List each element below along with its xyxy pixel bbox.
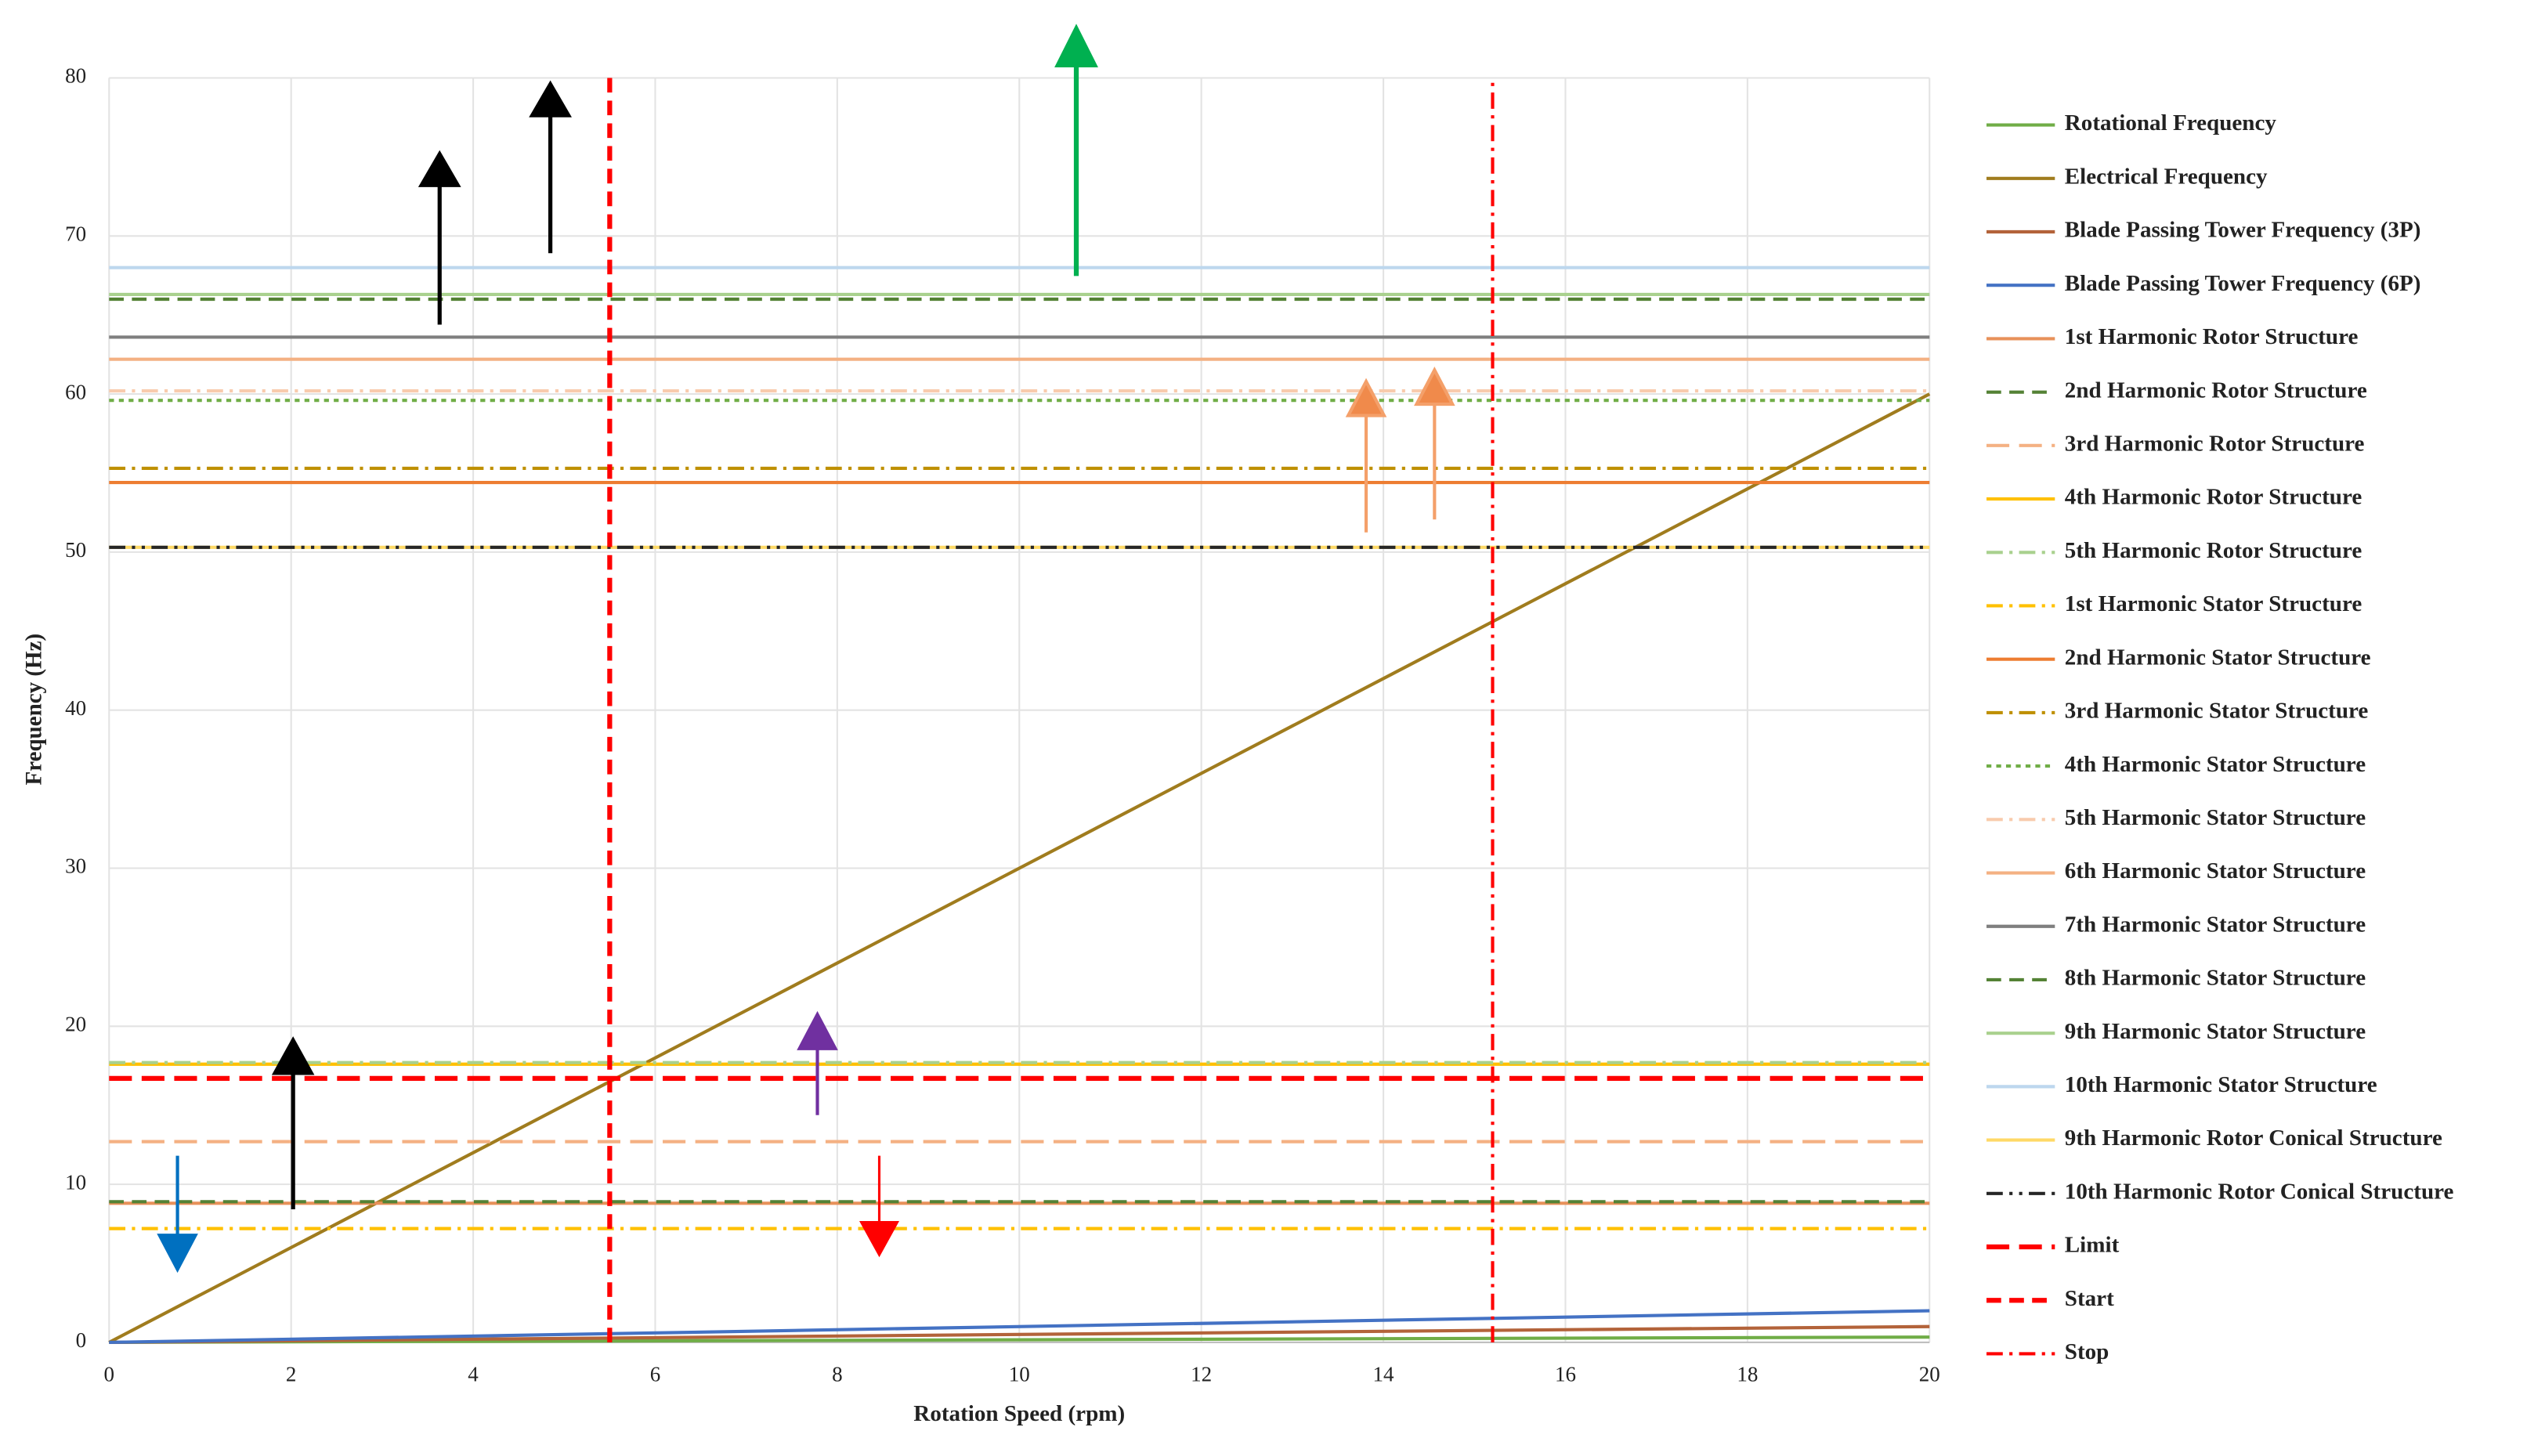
x-tick-label: 12 [1191,1363,1212,1386]
y-tick-label: 20 [65,1013,86,1036]
legend-label: 8th Harmonic Stator Structure [2065,966,2366,991]
y-tick-label: 10 [65,1170,86,1194]
legend-label: 1st Harmonic Rotor Structure [2065,324,2359,349]
legend-label: 4th Harmonic Stator Structure [2065,752,2366,777]
arrow-head [418,150,461,187]
arrow-head [797,1010,838,1050]
y-axis-title: Frequency (Hz) [21,634,46,786]
x-tick-label: 10 [1009,1363,1030,1386]
plot-lines [108,78,1931,1344]
legend-label: 2nd Harmonic Stator Structure [2065,645,2371,670]
y-tick-label: 40 [65,696,86,720]
legend-label: Limit [2065,1233,2120,1258]
x-tick-label: 18 [1737,1363,1758,1386]
y-tick-label: 70 [65,222,86,245]
arrow-head [1414,367,1455,406]
arrows [157,23,1455,1274]
series-line [108,392,1931,1344]
legend-label: Blade Passing Tower Frequency (3P) [2065,218,2421,243]
legend-label: 3rd Harmonic Rotor Structure [2065,432,2365,457]
y-tick-label: 50 [65,538,86,562]
y-tick-label: 80 [65,64,86,88]
x-tick-label: 16 [1555,1363,1576,1386]
x-tick-label: 8 [832,1363,843,1386]
arrow-head [1054,23,1098,68]
arrow-head [271,1036,315,1075]
x-tick-label: 0 [104,1363,115,1386]
legend-label: Rotational Frequency [2065,110,2277,135]
grid: 0 10 20 30 40 50 60 70 80 0 2 4 6 8 10 12 14 16 18 20 [65,64,1940,1386]
arrow [1054,23,1098,276]
arrow [859,1155,899,1258]
legend-label: 6th Harmonic Stator Structure [2065,858,2366,883]
legend-label: 9th Harmonic Stator Structure [2065,1019,2366,1044]
legend-label: 2nd Harmonic Rotor Structure [2065,378,2367,403]
x-tick-label: 4 [468,1363,479,1386]
legend-label: Stop [2065,1339,2109,1364]
series-line [109,1335,1930,1344]
legend-label: 10th Harmonic Stator Structure [2065,1072,2377,1097]
x-axis-title: Rotation Speed (rpm) [913,1401,1125,1426]
arrow [271,80,572,1209]
legend-label: 9th Harmonic Rotor Conical Structure [2065,1125,2442,1151]
arrow-head [529,80,572,117]
series-line [109,1324,1930,1344]
arrow-head [1345,378,1387,417]
legend-label: 5th Harmonic Stator Structure [2065,805,2366,830]
y-tick-label: 30 [65,854,86,878]
arrow [157,1155,198,1274]
x-tick-label: 2 [286,1363,297,1386]
series-line [109,1309,1930,1344]
arrow [797,1010,838,1115]
arrow-head [859,1221,899,1258]
x-tick-label: 14 [1373,1363,1395,1386]
legend-label: Electrical Frequency [2065,164,2268,189]
x-tick-label: 20 [1919,1363,1940,1386]
legend-label: Blade Passing Tower Frequency (6P) [2065,271,2421,296]
y-tick-label: 60 [65,380,86,403]
arrow-head [157,1234,198,1274]
y-tick-label: 0 [76,1328,87,1352]
arrow [1345,367,1455,533]
legend-label: Start [2065,1286,2114,1311]
legend-label: 10th Harmonic Rotor Conical Structure [2065,1180,2454,1205]
legend-label: 5th Harmonic Rotor Structure [2065,538,2362,563]
legend-label: 4th Harmonic Rotor Structure [2065,485,2362,510]
legend-label: 3rd Harmonic Stator Structure [2065,699,2369,724]
legend: Rotational Frequency Electrical Frequency… [1986,110,2454,1364]
legend-label: 7th Harmonic Stator Structure [2065,912,2366,937]
legend-label: 1st Harmonic Stator Structure [2065,591,2362,616]
x-tick-label: 6 [650,1363,661,1386]
